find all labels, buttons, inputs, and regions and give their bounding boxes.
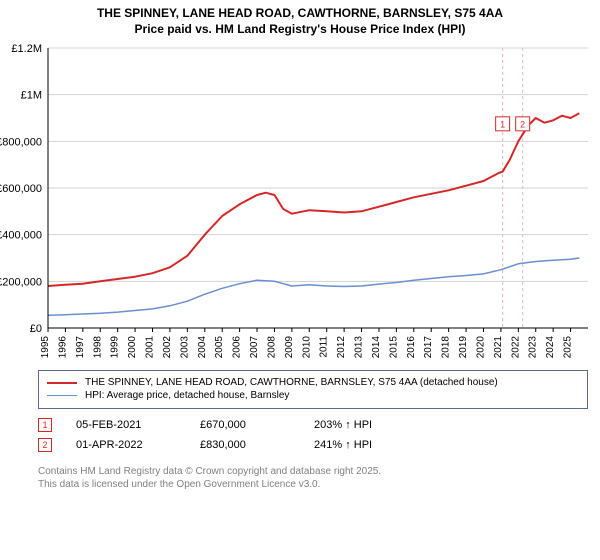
legend: THE SPINNEY, LANE HEAD ROAD, CAWTHORNE, … [38,370,588,409]
svg-text:£600,000: £600,000 [0,183,42,195]
svg-text:2015: 2015 [388,336,399,359]
svg-text:2010: 2010 [301,336,312,359]
legend-label: HPI: Average price, detached house, Barn… [85,390,289,401]
marker-table: 1 05-FEB-2021 £670,000 203% ↑ HPI 2 01-APR-20… [38,415,588,455]
svg-text:2021: 2021 [493,336,504,359]
svg-text:1: 1 [500,119,505,129]
attribution: Contains HM Land Registry data © Crown c… [38,465,588,491]
line-chart: £0 £200,000 £400,000 £600,000 £800,000 £1M £1.… [0,42,600,362]
svg-text:2006: 2006 [232,336,243,359]
svg-text:£800,000: £800,000 [0,136,42,148]
svg-text:2001: 2001 [145,336,156,359]
svg-text:£1.2M: £1.2M [11,43,42,55]
svg-text:2020: 2020 [475,336,486,359]
svg-text:2017: 2017 [423,336,434,359]
svg-text:£1M: £1M [21,90,42,102]
marker-row: 2 01-APR-2022 £830,000 241% ↑ HPI [38,435,588,455]
svg-text:2013: 2013 [354,336,365,359]
svg-text:£200,000: £200,000 [0,276,42,288]
svg-text:2: 2 [520,119,525,129]
marker-price: £830,000 [200,439,290,451]
title-line-1: THE SPINNEY, LANE HEAD ROAD, CAWTHORNE, … [0,6,600,22]
marker-date: 05-FEB-2021 [76,419,176,431]
legend-item: THE SPINNEY, LANE HEAD ROAD, CAWTHORNE, … [47,376,579,389]
svg-text:2023: 2023 [528,336,539,359]
svg-text:2025: 2025 [563,336,574,359]
svg-text:£0: £0 [30,323,42,335]
legend-label: THE SPINNEY, LANE HEAD ROAD, CAWTHORNE, … [85,377,498,388]
svg-text:2022: 2022 [510,336,521,359]
marker-row: 1 05-FEB-2021 £670,000 203% ↑ HPI [38,415,588,435]
svg-text:2024: 2024 [545,336,556,359]
marker-price: £670,000 [200,419,290,431]
title-line-2: Price paid vs. HM Land Registry's House … [0,22,600,38]
svg-text:2000: 2000 [127,336,138,359]
svg-text:2011: 2011 [319,336,330,358]
svg-text:£400,000: £400,000 [0,230,42,242]
svg-text:2019: 2019 [458,336,469,359]
attribution-line-2: This data is licensed under the Open Gov… [38,478,588,491]
marker-pct: 203% ↑ HPI [314,419,404,431]
svg-text:1996: 1996 [57,336,68,359]
svg-text:2004: 2004 [197,336,208,359]
attribution-line-1: Contains HM Land Registry data © Crown c… [38,465,588,478]
marker-number-box: 1 [38,418,52,432]
svg-text:1997: 1997 [75,336,86,359]
svg-text:2005: 2005 [214,336,225,359]
svg-text:1999: 1999 [110,336,121,359]
svg-text:1995: 1995 [40,336,51,359]
legend-item: HPI: Average price, detached house, Barn… [47,389,579,402]
svg-text:2008: 2008 [266,336,277,359]
legend-swatch [47,382,77,384]
svg-text:2002: 2002 [162,336,173,359]
svg-text:2012: 2012 [336,336,347,359]
svg-text:2007: 2007 [249,336,260,359]
marker-number-box: 2 [38,438,52,452]
svg-text:2003: 2003 [179,336,190,359]
svg-text:2014: 2014 [371,336,382,359]
chart-title: THE SPINNEY, LANE HEAD ROAD, CAWTHORNE, … [0,0,600,37]
legend-swatch [47,395,77,396]
svg-text:2009: 2009 [284,336,295,359]
marker-date: 01-APR-2022 [76,439,176,451]
svg-text:2016: 2016 [406,336,417,359]
svg-text:1998: 1998 [92,336,103,359]
marker-pct: 241% ↑ HPI [314,439,404,451]
svg-text:2018: 2018 [441,336,452,359]
